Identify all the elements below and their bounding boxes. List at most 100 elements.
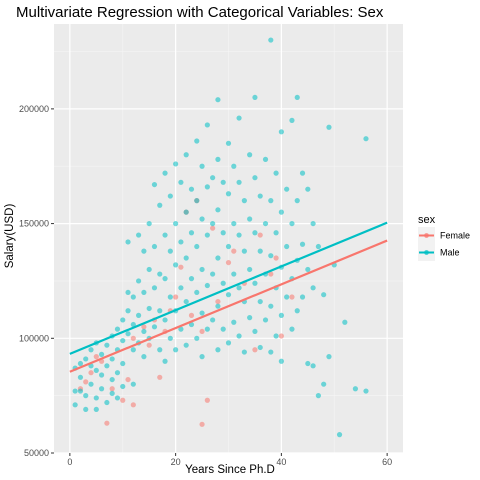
- female-data-point: [188, 312, 195, 318]
- gridlines: [54, 24, 403, 454]
- male-data-point: [183, 298, 189, 305]
- male-data-point: [273, 230, 279, 236]
- male-data-point: [178, 326, 184, 332]
- female-data-point: [125, 376, 131, 383]
- male-data-point: [215, 303, 221, 309]
- male-data-point: [278, 312, 284, 318]
- male-data-point: [352, 386, 359, 392]
- male-data-point: [225, 191, 232, 197]
- male-data-point: [257, 298, 263, 305]
- female-data-point: [199, 421, 205, 427]
- male-data-point: [294, 94, 300, 101]
- male-data-point: [109, 390, 115, 396]
- male-data-point: [363, 136, 369, 142]
- male-data-point: [231, 271, 237, 277]
- female-data-point: [178, 264, 184, 270]
- male-data-point: [342, 319, 348, 325]
- male-data-point: [268, 349, 274, 355]
- male-data-point: [183, 209, 189, 215]
- male-data-point: [162, 232, 168, 238]
- male-data-point: [167, 335, 173, 341]
- male-data-point: [104, 399, 110, 406]
- male-data-point: [151, 243, 158, 250]
- legend-female-label: Female: [440, 231, 470, 241]
- male-data-point: [146, 220, 152, 227]
- male-data-point: [326, 124, 332, 130]
- male-data-point: [225, 243, 232, 250]
- male-data-point: [188, 230, 195, 236]
- male-data-point: [252, 94, 258, 101]
- male-data-point: [120, 383, 126, 390]
- male-data-point: [310, 285, 316, 291]
- male-data-point: [231, 319, 237, 325]
- male-data-point: [130, 381, 136, 387]
- male-data-point: [289, 117, 295, 123]
- male-data-point: [321, 381, 327, 387]
- male-data-point: [225, 140, 232, 146]
- male-data-point: [114, 395, 121, 401]
- male-data-point: [125, 239, 131, 245]
- male-data-point: [204, 282, 210, 289]
- chart-title: Multivariate Regression with Categorical…: [16, 4, 384, 21]
- female-data-point: [215, 298, 221, 305]
- legend: sex Female Male: [418, 214, 470, 261]
- male-data-point: [220, 326, 226, 332]
- male-data-point: [173, 262, 179, 268]
- male-data-point: [88, 347, 94, 353]
- male-data-point: [299, 294, 306, 300]
- male-data-point: [247, 266, 253, 273]
- male-data-point: [188, 321, 195, 328]
- y-tick-label: 100000: [19, 333, 49, 343]
- male-data-point: [141, 354, 147, 360]
- x-axis-label: Years Since Ph.D: [185, 464, 275, 476]
- female-data-point: [278, 333, 284, 339]
- male-data-point: [220, 179, 226, 185]
- male-data-point: [315, 243, 321, 250]
- male-data-point: [130, 347, 136, 353]
- male-data-point: [98, 351, 105, 357]
- male-data-point: [72, 388, 78, 394]
- male-data-point: [204, 184, 210, 190]
- male-data-point: [162, 170, 168, 176]
- male-data-point: [125, 308, 131, 314]
- female-data-point: [252, 347, 258, 353]
- male-data-point: [310, 220, 316, 227]
- male-data-point: [104, 363, 110, 369]
- female-data-point: [257, 232, 263, 238]
- male-data-point: [268, 253, 274, 259]
- male-data-point: [194, 138, 200, 144]
- male-data-point: [136, 312, 142, 318]
- male-data-point: [262, 156, 269, 162]
- x-tick-label: 0: [67, 457, 72, 467]
- male-data-point: [199, 163, 205, 169]
- male-data-point: [262, 220, 269, 227]
- male-data-point: [289, 326, 295, 332]
- female-regression-line: [69, 239, 388, 373]
- male-data-point: [194, 198, 200, 204]
- male-data-point: [257, 248, 263, 254]
- male-data-point: [210, 175, 216, 181]
- legend-female-marker: [424, 233, 429, 238]
- male-data-point: [93, 406, 99, 413]
- legend-male-marker: [424, 250, 429, 255]
- male-data-point: [157, 271, 163, 277]
- male-data-point: [183, 342, 189, 348]
- male-data-point: [167, 294, 173, 300]
- male-data-point: [236, 285, 242, 291]
- female-data-point: [130, 335, 136, 341]
- male-data-point: [178, 179, 184, 185]
- male-data-point: [257, 193, 263, 199]
- male-data-point: [305, 360, 311, 367]
- male-data-point: [236, 179, 242, 185]
- male-data-point: [336, 432, 343, 438]
- male-data-point: [88, 381, 94, 387]
- male-regression-line: [69, 221, 388, 355]
- male-data-point: [136, 232, 142, 238]
- male-data-point: [130, 294, 136, 300]
- male-data-point: [173, 347, 179, 353]
- x-tick-label: 60: [382, 457, 392, 467]
- male-data-point: [114, 326, 121, 332]
- female-data-point: [109, 386, 115, 392]
- male-data-point: [294, 198, 300, 204]
- male-data-point: [173, 220, 179, 227]
